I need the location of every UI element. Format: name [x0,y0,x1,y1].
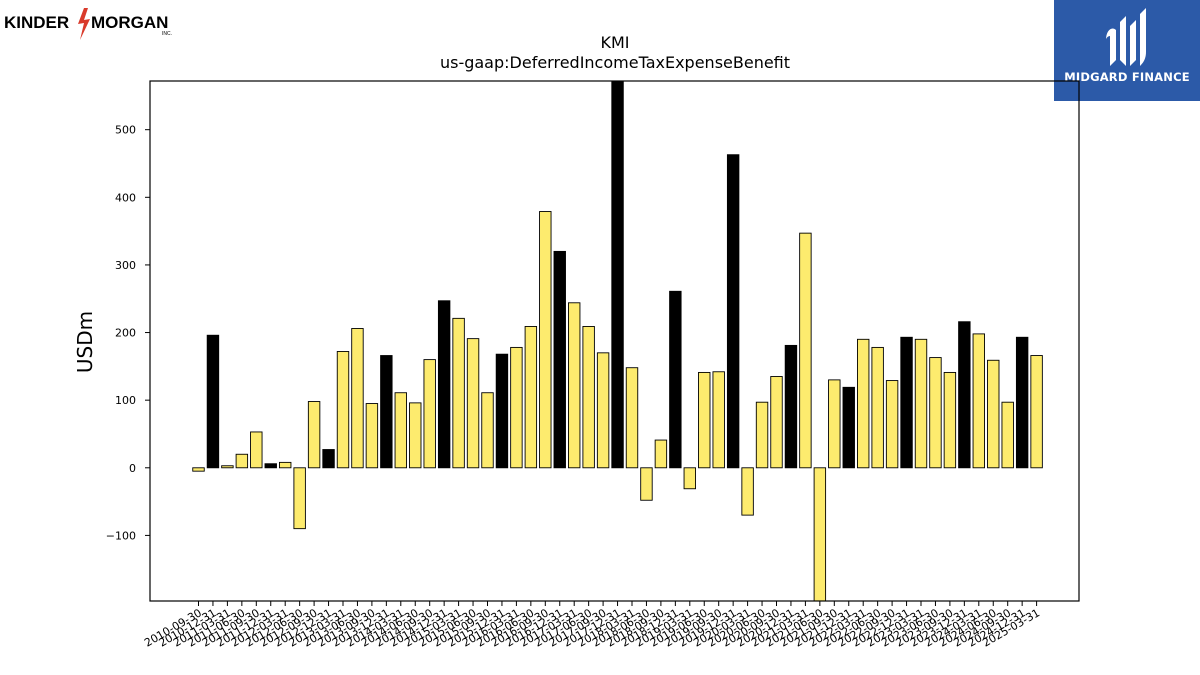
bar-2011-06-30 [235,453,249,469]
y-axis-label: USDm [73,311,97,373]
bar-2011-03-31 [221,465,234,469]
bar-2012-09-30 [307,401,321,469]
bar-2022-03-31 [857,338,870,469]
bar-2020-03-31 [741,467,754,516]
bar-2021-09-30 [828,379,841,469]
bars-layer [192,80,1043,602]
bar-2014-03-31 [394,392,407,469]
bar-2025-03-31 [1030,355,1043,469]
bar-2019-09-30 [712,371,725,469]
logo-word-kinder: KINDER [4,13,69,32]
bar-2022-09-30 [885,380,899,469]
bar-2023-03-31 [914,338,928,469]
midgard-emblem-icon [1106,8,1146,66]
y-tick-label: 300 [115,259,136,272]
bar-2021-03-31 [799,232,812,469]
bar-2020-06-30 [755,401,769,469]
bar-2016-03-31 [510,346,523,469]
logo-sub-inc: INC. [162,31,172,37]
bar-2023-09-30 [943,371,957,469]
bar-2018-03-31 [625,367,639,469]
bar-2022-12-31 [900,336,913,469]
bar-2014-12-31 [437,300,451,469]
bar-2015-09-30 [481,392,494,469]
chart-subtitle: us-gaap:DeferredIncomeTaxExpenseBenefit [440,53,790,72]
bar-2023-06-30 [929,357,942,469]
bar-2016-12-31 [553,250,566,469]
bar-2013-12-31 [380,355,393,469]
y-tick-label: 500 [115,124,136,137]
bar-2016-06-30 [524,326,538,469]
bar-2018-09-30 [654,439,668,469]
bar-2019-12-31 [726,154,740,469]
bar-2011-12-31 [264,463,277,469]
y-axis-ticks: −100 0 100 200 300 400 500 [106,124,150,542]
bar-2020-09-30 [770,376,783,469]
bar-2023-12-31 [958,321,971,469]
bar-2018-12-31 [669,290,682,469]
lightning-bolt-icon [78,8,90,40]
bar-2014-09-30 [423,359,436,469]
bar-2021-06-30 [813,467,827,602]
bar-2011-09-30 [250,431,263,469]
bar-2021-12-31 [842,386,855,469]
bar-2017-09-30 [596,352,610,469]
y-tick-label: 400 [115,191,136,204]
x-axis-ticks: 2010-09-302010-12-312011-03-312011-06-30… [142,601,1042,650]
bar-2019-03-31 [683,467,696,490]
midgard-finance-logo: MIDGARD FINANCE [1054,0,1200,101]
bar-2024-06-30 [987,359,1000,469]
bar-2017-12-31 [611,80,624,469]
bar-2024-03-31 [972,333,985,469]
bar-2012-03-31 [279,461,292,469]
bar-2022-06-30 [871,346,884,469]
bar-2016-09-30 [539,211,552,469]
bar-2020-12-31 [784,344,798,469]
bar-2018-06-30 [640,467,653,501]
logo-brand-text: MIDGARD FINANCE [1064,70,1190,84]
bar-2015-06-30 [466,338,480,469]
y-tick-label: 0 [129,462,136,475]
bar-2013-06-30 [351,328,364,469]
bar-2017-03-31 [568,302,581,469]
bar-2013-09-30 [365,403,379,469]
bar-2024-12-31 [1015,336,1029,469]
bar-2017-06-30 [582,326,595,469]
chart-title: KMI [600,33,629,52]
y-tick-label: 100 [115,394,136,407]
y-tick-label: −100 [106,529,136,542]
bar-2010-09-30 [192,467,205,472]
bar-2015-12-31 [495,353,509,469]
bar-2014-06-30 [409,402,422,469]
bar-2019-06-30 [698,371,711,469]
plot-frame [149,80,1080,602]
bar-2013-03-31 [336,351,350,469]
bar-2015-03-31 [452,317,465,469]
bar-2024-09-30 [1001,401,1014,469]
bar-2010-12-31 [206,334,220,469]
y-tick-label: 200 [115,327,136,340]
bar-2012-06-30 [293,467,306,530]
kinder-morgan-logo: KINDER MORGAN INC. [4,8,172,40]
logo-word-morgan: MORGAN [91,13,168,32]
bar-2012-12-31 [322,449,335,469]
